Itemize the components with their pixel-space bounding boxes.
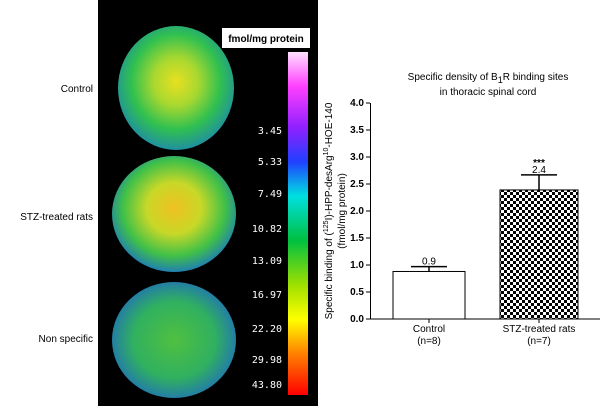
row-label: STZ-treated rats	[20, 212, 93, 223]
x-tick-label: Control	[413, 324, 445, 335]
scale-label: 29.98	[252, 355, 282, 366]
significance: ***	[533, 158, 545, 169]
y-tick-label: 4.0	[350, 98, 364, 109]
y-axis	[370, 103, 371, 319]
row-label: Control	[61, 84, 93, 95]
scale-label: 10.82	[252, 224, 282, 235]
text-part: 10	[323, 148, 330, 156]
scale-title: fmol/mg protein	[228, 34, 304, 45]
tissue-section	[112, 156, 236, 272]
tissue-section	[118, 26, 234, 150]
y-tick-label: 3.5	[350, 125, 364, 136]
scale-title-box	[222, 28, 310, 48]
chart-title: Specific density of B1R binding sites	[408, 72, 569, 85]
text-part: R binding sites	[503, 72, 569, 83]
scale-label: 43.80	[252, 380, 282, 391]
text-part: I)-HPP-desArg	[324, 155, 335, 220]
value-label: 2.4	[532, 165, 546, 176]
text-part: -HOE-140	[324, 102, 335, 147]
y-tick-label: 1.5	[350, 233, 364, 244]
scale-label: 7.49	[258, 189, 282, 200]
y-axis-label: (fmol/mg protein)	[337, 173, 348, 249]
scale-label: 5.33	[258, 157, 282, 168]
scale-label: 13.09	[252, 256, 282, 267]
tissue-section	[112, 282, 236, 398]
y-tick-label: 3.0	[350, 152, 364, 163]
y-tick-label: 2.0	[350, 206, 364, 217]
value-label: 0.9	[422, 257, 436, 268]
text-part: Specific density of B	[408, 72, 498, 83]
text-part: 125	[323, 220, 330, 232]
scale-label: 22.20	[252, 324, 282, 335]
color-bar	[288, 52, 308, 395]
chart-title: in thoracic spinal cord	[440, 87, 537, 98]
y-tick-label: 0.0	[350, 314, 364, 325]
n-label: (n=8)	[417, 336, 441, 347]
text-part: Specific binding of (	[324, 231, 335, 319]
x-tick-label: STZ-treated rats	[503, 324, 576, 335]
y-axis-label: Specific binding of (125I)-HPP-desArg10-…	[323, 102, 335, 319]
scale-label: 16.97	[252, 290, 282, 301]
text-part: 1	[498, 75, 503, 85]
scale-label: 3.45	[258, 126, 282, 137]
row-label: Non specific	[39, 334, 93, 345]
y-tick-label: 2.5	[350, 179, 364, 190]
n-label: (n=7)	[527, 336, 551, 347]
y-tick-label: 1.0	[350, 260, 364, 271]
bar	[499, 189, 579, 320]
bar	[392, 270, 466, 320]
y-tick-label: 0.5	[350, 287, 364, 298]
